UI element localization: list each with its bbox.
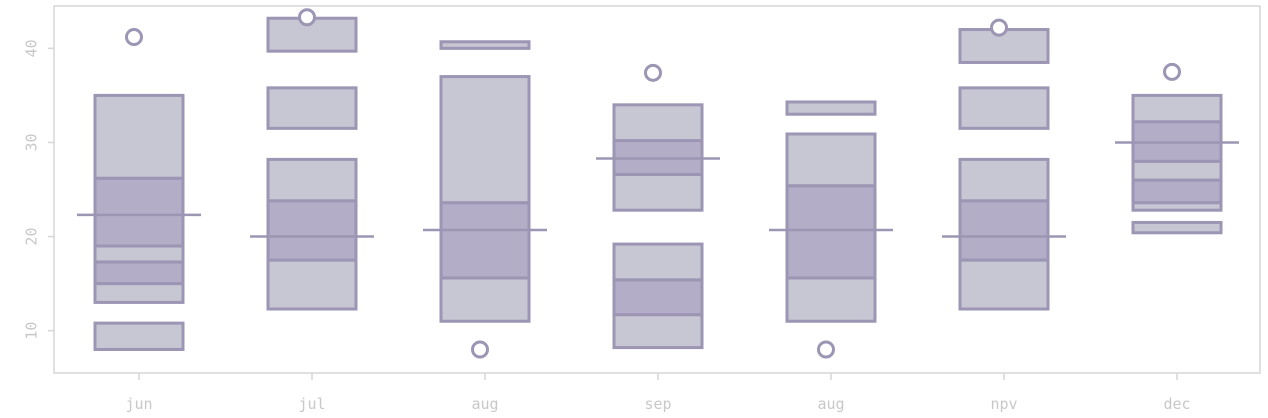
box-group-aug	[423, 40, 547, 359]
outlier-point	[125, 28, 143, 47]
box-group-npv	[942, 18, 1066, 311]
box-segment	[785, 100, 877, 116]
box-segment	[612, 172, 704, 212]
box-group-jul	[250, 8, 374, 311]
outlier-point	[990, 18, 1008, 37]
box-segment	[785, 276, 877, 323]
box-segment	[612, 313, 704, 350]
box-segment	[439, 75, 531, 205]
x-tick-label: jun	[125, 395, 152, 413]
x-tick-label: aug	[471, 395, 498, 413]
box-segment	[1131, 178, 1223, 205]
y-tick-label: 20	[23, 228, 41, 246]
box-group-aug	[769, 100, 893, 359]
box-segment	[93, 244, 185, 264]
box-segment	[266, 199, 358, 262]
box-segment	[958, 258, 1050, 311]
box-segment	[439, 276, 531, 323]
box-segment	[93, 282, 185, 304]
outlier-point	[644, 63, 662, 82]
box-segment	[612, 103, 704, 143]
box-segment	[1131, 159, 1223, 182]
axes	[48, 5, 1261, 380]
box-group-sep	[596, 63, 720, 350]
y-tick-label: 40	[23, 39, 41, 57]
outlier-point	[298, 8, 316, 27]
box-group-jun	[77, 28, 201, 351]
outlier-point	[817, 340, 835, 359]
y-tick-label: 10	[23, 322, 41, 340]
box-segment	[958, 199, 1050, 262]
box-segment	[266, 258, 358, 311]
box-segment	[93, 260, 185, 286]
box-segment	[266, 157, 358, 203]
box-segment	[93, 321, 185, 351]
tick-labels: 10 20 30 40 jun jul aug sep aug npv dec	[23, 39, 1191, 413]
outlier-point	[1163, 62, 1181, 81]
box-segment	[439, 201, 531, 280]
x-tick-label: jul	[298, 395, 325, 413]
x-tick-label: aug	[817, 395, 844, 413]
box-segment	[93, 93, 185, 180]
x-tick-label: dec	[1163, 395, 1190, 413]
box-segment	[93, 176, 185, 248]
box-segment	[958, 157, 1050, 203]
x-tick-label: sep	[644, 395, 671, 413]
plot-frame	[53, 5, 1261, 374]
y-tick-label: 30	[23, 133, 41, 151]
plot-area	[77, 8, 1239, 359]
box-group-dec	[1115, 62, 1239, 235]
outlier-point	[471, 340, 489, 359]
box-segment	[785, 132, 877, 188]
box-segment	[1131, 93, 1223, 124]
box-segment	[612, 242, 704, 282]
x-tick-label: npv	[990, 395, 1017, 413]
box-segment	[785, 184, 877, 280]
box-segment	[266, 86, 358, 130]
box-segment	[1131, 220, 1223, 235]
box-segment	[439, 40, 531, 50]
box-segment	[958, 86, 1050, 130]
box-segment	[612, 278, 704, 317]
